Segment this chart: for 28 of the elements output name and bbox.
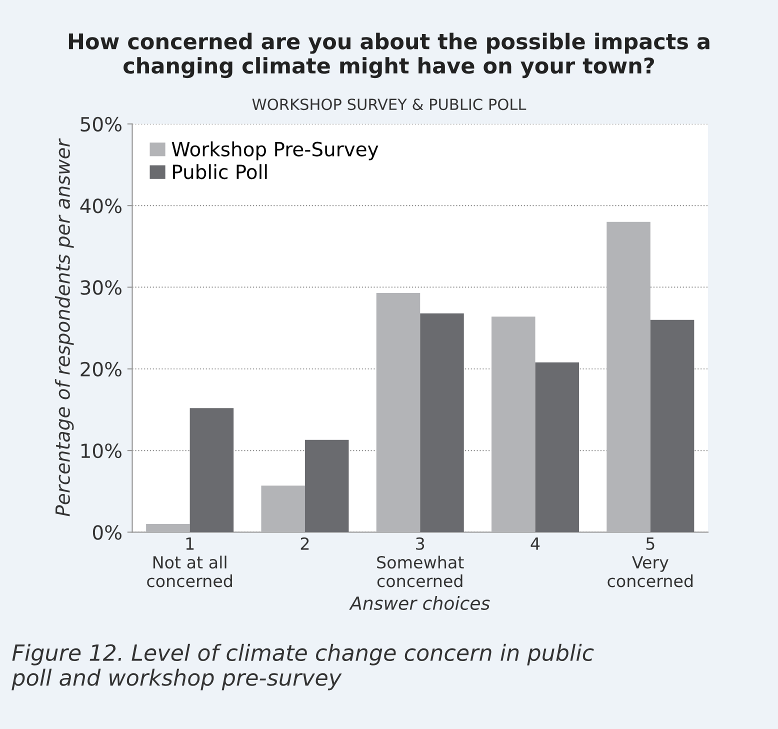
y-axis-title: Percentage of respondents per answer: [54, 138, 74, 516]
bar: [376, 292, 420, 532]
legend-label: Public Poll: [173, 164, 267, 180]
bar: [304, 440, 349, 532]
bar: [190, 408, 234, 532]
y-tick-label: 20%: [80, 362, 122, 377]
bar: [261, 486, 305, 532]
chart-subtitle: WORKSHOP SURVEY & PUBLIC POLL: [252, 98, 526, 110]
x-tick-label: 1 Not at all concerned: [147, 538, 232, 588]
y-tick-label: 10%: [81, 443, 122, 458]
x-tick-label: 4: [530, 538, 540, 550]
bar: [420, 313, 464, 532]
chart-title: How concerned are you about the possible impacts a changing climate might have on your town?: [68, 32, 710, 78]
bar: [492, 316, 536, 532]
caption: Figure 12. Level of climate change concern in public poll and workshop pre-survey: [12, 644, 594, 690]
bar: [146, 524, 190, 532]
bar: [606, 222, 650, 532]
x-tick-label: 2: [300, 537, 309, 550]
x-axis-title: Answer choices: [349, 596, 490, 610]
y-tick-label: 40%: [80, 198, 122, 214]
x-tick-label: 3 Somewhat concerned: [377, 537, 464, 588]
y-tick-label: 50%: [80, 116, 122, 132]
bar: [535, 362, 580, 532]
bar: [650, 320, 694, 532]
y-tick-label: 30%: [80, 280, 122, 295]
x-tick-label: 5 Very concerned: [608, 538, 693, 588]
legend-label: Workshop Pre-Survey: [172, 141, 378, 160]
y-tick-label: 0%: [92, 525, 122, 540]
